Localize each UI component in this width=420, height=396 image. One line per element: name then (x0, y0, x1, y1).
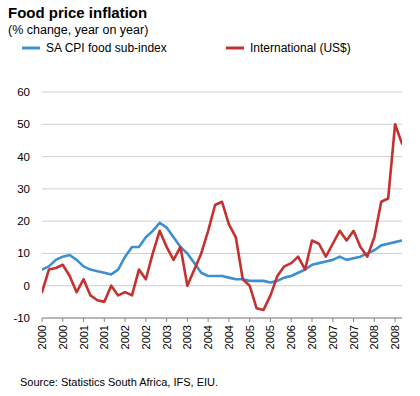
x-tick-label: 2005 (244, 325, 256, 349)
legend-label: International (US$) (250, 41, 351, 55)
x-tick (145, 318, 146, 322)
legend-swatch (226, 47, 244, 50)
x-tick (125, 318, 126, 322)
x-tick-label: 2003 (181, 325, 193, 349)
legend-swatch (22, 47, 40, 50)
x-tick-label: 2003 (161, 325, 173, 349)
x-tick-label: 2008 (389, 325, 401, 349)
title: Food price inflation (8, 4, 147, 21)
x-tick (187, 318, 188, 322)
y-tick-label: 60 (17, 86, 30, 98)
grid-line (42, 156, 402, 157)
grid-line (42, 188, 402, 189)
grid-line (42, 221, 402, 222)
x-axis (42, 318, 402, 319)
y-tick-label: 0 (24, 280, 30, 292)
y-tick-label: 30 (17, 183, 30, 195)
x-tick (312, 318, 313, 322)
y-tick-label: 10 (17, 247, 30, 259)
x-tick-label: 2007 (327, 325, 339, 349)
legend-item: International (US$) (226, 41, 351, 55)
x-tick-label: 2006 (285, 325, 297, 349)
grid-line (42, 124, 402, 125)
x-tick-label: 2000 (36, 325, 48, 349)
x-tick (104, 318, 105, 322)
x-tick (374, 318, 375, 322)
x-tick-label: 2007 (348, 325, 360, 349)
x-tick-label: 2006 (306, 325, 318, 349)
grid-line (42, 253, 402, 254)
x-tick-label: 2002 (119, 325, 131, 349)
x-tick (62, 318, 63, 322)
x-tick (353, 318, 354, 322)
series-line (42, 223, 402, 283)
series-line (42, 124, 402, 310)
legend-label: SA CPI food sub-index (46, 41, 167, 55)
subtitle: (% change, year on year) (8, 23, 148, 37)
x-tick-label: 2004 (202, 325, 214, 349)
y-tick-label: 20 (17, 215, 30, 227)
x-tick-label: 2001 (98, 325, 110, 349)
source: Source: Statistics South Africa, IFS, EI… (20, 376, 218, 388)
x-tick-label: 2000 (57, 325, 69, 349)
x-tick-label: 2005 (264, 325, 276, 349)
y-tick-label: -10 (13, 312, 30, 324)
x-tick-label: 2001 (78, 325, 90, 349)
x-tick (291, 318, 292, 322)
x-tick-label: 2002 (140, 325, 152, 349)
x-tick (332, 318, 333, 322)
chart: Food price inflation (% change, year on y… (0, 0, 420, 396)
plot-area (42, 124, 402, 310)
x-tick (270, 318, 271, 322)
x-tick (208, 318, 209, 322)
x-tick (249, 318, 250, 322)
x-tick (166, 318, 167, 322)
grid-line (42, 285, 402, 286)
y-tick-label: 50 (17, 118, 30, 130)
x-tick (395, 318, 396, 322)
x-tick-label: 2008 (368, 325, 380, 349)
y-tick-label: 40 (17, 151, 30, 163)
grid-line (42, 92, 402, 93)
x-tick (83, 318, 84, 322)
legend-item: SA CPI food sub-index (22, 41, 167, 55)
x-tick (42, 318, 43, 322)
x-tick (228, 318, 229, 322)
grid-line (42, 318, 402, 319)
x-tick-label: 2004 (223, 325, 235, 349)
